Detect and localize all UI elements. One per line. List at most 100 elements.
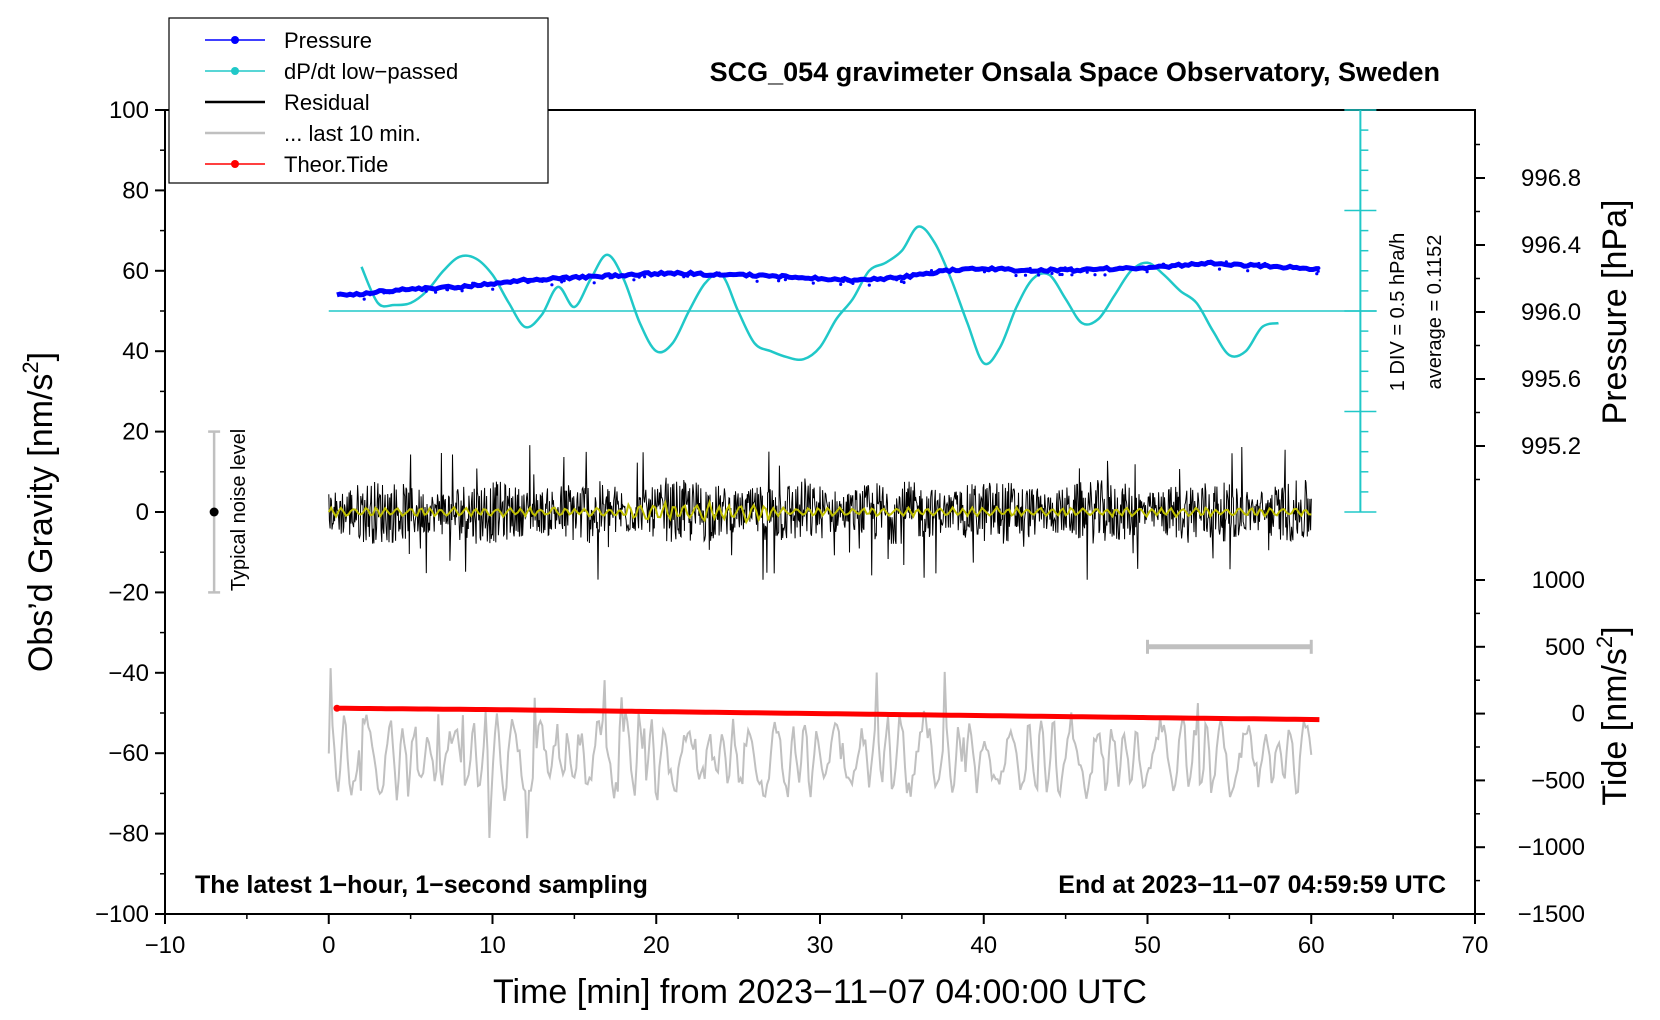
pressure-point (592, 281, 596, 285)
left-y-tick-label: −80 (108, 821, 149, 848)
pressure-point (339, 292, 343, 296)
pressure-point (560, 280, 564, 284)
pressure-point (362, 297, 366, 301)
legend-label: Theor.Tide (284, 152, 388, 177)
x-axis-label: Time [min] from 2023−11−07 04:00:00 UTC (493, 973, 1147, 1011)
pressure-point (1063, 266, 1067, 270)
x-tick-label: 70 (1462, 932, 1489, 959)
pressure-point (929, 269, 934, 273)
pressure-point (1270, 265, 1274, 269)
x-tick-label: 50 (1134, 932, 1161, 959)
pressure-point (1023, 273, 1028, 277)
legend: Pressure dP/dt low−passed Residual ... last… (168, 17, 549, 184)
pressure-point (650, 273, 654, 277)
pressure-point (387, 291, 392, 295)
pressure-point (562, 279, 566, 283)
pressure-point (368, 293, 372, 297)
pressure-point (783, 278, 788, 282)
pressure-point (1014, 273, 1018, 278)
x-tick-label: 20 (643, 932, 670, 959)
pressure-point (682, 275, 686, 279)
pressure-point (1315, 272, 1319, 276)
pressure-point (1026, 269, 1030, 273)
pressure-point (867, 283, 871, 287)
div-scale-label: 1 DIV = 0.5 hPa/h (1387, 233, 1409, 391)
x-tick-label: 60 (1298, 932, 1325, 959)
pressure-point (457, 285, 462, 289)
residual-smoothed-series (327, 498, 1312, 525)
pressure-point (637, 275, 641, 279)
pressure-point (613, 272, 617, 276)
pressure-point (717, 272, 722, 276)
chart-title: SCG_054 gravimeter Onsala Space Observat… (710, 57, 1440, 87)
left-y-tick-label: 60 (122, 258, 149, 285)
pressure-point (363, 292, 368, 296)
left-y-tick-label: −100 (95, 901, 149, 928)
pressure-point (434, 290, 438, 294)
left-y-label-end: ] (22, 352, 60, 361)
series-layer (327, 225, 1377, 839)
right-footer: End at 2023−11−07 04:59:59 UTC (1058, 871, 1446, 899)
pressure-point (1060, 272, 1064, 277)
legend-label: Pressure (284, 28, 372, 53)
left-y-axis-label: Obs’d Gravity [nm/s2] (18, 352, 60, 672)
pressure-y-axis: 995.2 995.6 996.0 996.4 996.8 (1475, 143, 1581, 481)
pressure-axis-label: Pressure [hPa] (1596, 200, 1634, 425)
legend-label: Residual (284, 90, 370, 115)
last-10-min-series (327, 668, 1313, 839)
left-y-tick-label: −60 (108, 740, 149, 767)
tide-tick-label: −1500 (1518, 901, 1585, 928)
x-axis: −10 0 10 20 30 40 50 60 70 (145, 914, 1489, 959)
pressure-point (375, 290, 379, 294)
pressure-point (1316, 269, 1320, 273)
pressure-point (1209, 259, 1213, 263)
pressure-point (902, 280, 906, 285)
pressure-tick-label: 995.2 (1521, 433, 1581, 460)
theor-tide-point (333, 704, 341, 712)
pressure-point (460, 289, 464, 293)
pressure-point (1070, 273, 1074, 277)
pressure-point (1069, 266, 1073, 270)
pressure-point (445, 287, 449, 291)
pressure-point (841, 279, 845, 284)
tide-tick-label: −1000 (1518, 834, 1585, 861)
pressure-point (686, 274, 690, 278)
tide-tick-label: −500 (1531, 767, 1585, 794)
pressure-point (1011, 268, 1016, 272)
pressure-point (608, 276, 612, 280)
left-y-label-main: Obs’d Gravity [nm/s (22, 374, 60, 673)
legend-label: dP/dt low−passed (284, 59, 458, 84)
noise-level-label: Typical noise level (228, 429, 250, 591)
pressure-point (1050, 271, 1054, 275)
average-label: average = 0.1152 (1424, 235, 1446, 390)
left-y-tick-label: 100 (109, 97, 149, 124)
pressure-point (840, 276, 845, 280)
tide-axis-label: Tide [nm/s2] (1592, 626, 1634, 805)
pressure-point (994, 269, 998, 273)
left-footer: The latest 1−hour, 1−second sampling (195, 871, 648, 899)
pressure-series (336, 259, 1320, 298)
pressure-point (643, 275, 647, 279)
annotation-layer (208, 109, 1377, 654)
tide-label-main: Tide [nm/s (1596, 648, 1634, 805)
pressure-point (540, 279, 544, 283)
tide-tick-label: 500 (1545, 634, 1585, 661)
pressure-point (1162, 262, 1166, 266)
pressure-point (811, 281, 815, 285)
left-y-tick-label: −20 (108, 579, 149, 606)
x-tick-label: 0 (322, 932, 335, 959)
pressure-point (1246, 269, 1250, 273)
x-tick-label: −10 (145, 932, 186, 959)
dpdt-series (360, 225, 1279, 366)
pressure-point (899, 279, 904, 284)
pressure-point (953, 269, 958, 273)
legend-marker (231, 36, 239, 44)
pressure-point (1080, 267, 1084, 271)
pressure-tick-label: 996.4 (1521, 232, 1581, 259)
pressure-point (982, 270, 987, 274)
legend-label: ... last 10 min. (284, 121, 421, 146)
left-y-label-sup: 2 (18, 361, 43, 373)
pressure-point (1028, 266, 1032, 271)
pressure-tick-label: 996.8 (1521, 165, 1581, 192)
